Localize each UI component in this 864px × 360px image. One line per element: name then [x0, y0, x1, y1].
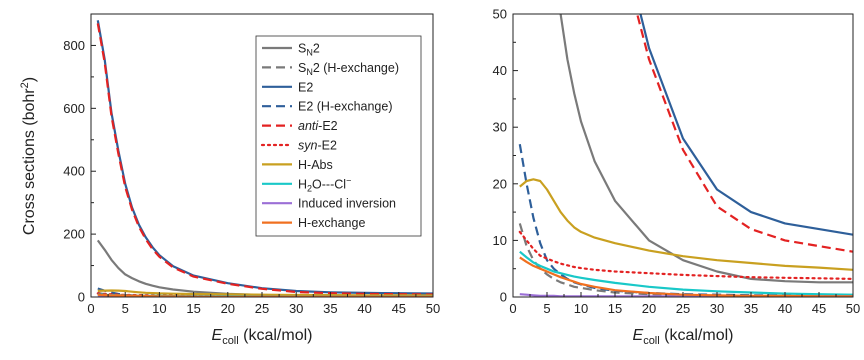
right-x-tick-label: 15 — [608, 301, 622, 316]
right-y-tick-label: 40 — [493, 63, 507, 78]
legend-label-habs: H-Abs — [298, 158, 333, 172]
right-x-tick-label: 50 — [846, 301, 860, 316]
y-axis-label: Cross sections (bohr2) — [19, 77, 38, 235]
right-x-tick-label: 40 — [778, 301, 792, 316]
right-plot-frame — [512, 13, 854, 298]
left-x-tick-label: 15 — [186, 301, 200, 316]
right-series-e2_hex — [518, 144, 853, 297]
legend-label-e2: E2 — [298, 80, 313, 94]
left-y-tick-label: 800 — [63, 38, 85, 53]
left-y-tick-label: 0 — [78, 290, 85, 305]
right-x-tick-label: 35 — [744, 301, 758, 316]
right-series-sn2 — [559, 14, 853, 284]
right-series-group — [518, 14, 853, 297]
left-x-tick-label: 20 — [221, 301, 235, 316]
right-x-tick-label: 10 — [574, 301, 588, 316]
right-series-habs — [519, 178, 853, 271]
left-x-tick-label: 30 — [289, 301, 303, 316]
legend: SN2 SN2 (H-exchange) E2 E2 (H-exchange) anti… — [255, 35, 422, 237]
left-x-tick-label: 5 — [122, 301, 129, 316]
left-x-tick-label: 45 — [392, 301, 406, 316]
legend-label-e2_hex: E2 (H-exchange) — [298, 100, 393, 114]
right-y-tick-label: 10 — [493, 233, 507, 248]
legend-label-anti: anti-E2 — [298, 119, 338, 133]
legend-label-syn: syn-E2 — [298, 139, 337, 153]
left-x-tick-label: 10 — [152, 301, 166, 316]
right-panel: 0 5 10 15 20 25 30 35 40 45 50 0 10 20 30 40 50 — [493, 7, 861, 317]
right-y-tick-label: 50 — [493, 7, 507, 22]
right-series-sn2_hex — [518, 223, 853, 297]
left-panel: 0 5 10 15 20 25 30 35 40 45 50 0 200 400 600 800 — [63, 13, 440, 316]
right-x-tick-label: 20 — [642, 301, 656, 316]
right-y-tick-label: 20 — [493, 176, 507, 191]
right-y-tick-label: 0 — [500, 290, 507, 305]
right-series-syn — [518, 230, 853, 280]
right-x-axis-label: Ecoll (kcal/mol) — [633, 327, 734, 347]
left-x-tick-label: 40 — [357, 301, 371, 316]
left-x-tick-label: 35 — [323, 301, 337, 316]
right-x-tick-label: 45 — [812, 301, 826, 316]
left-x-tick-label: 50 — [426, 301, 440, 316]
left-y-tick-label: 200 — [63, 227, 85, 242]
left-x-tick-label: 0 — [87, 301, 94, 316]
left-x-tick-label: 25 — [255, 301, 269, 316]
right-series-anti — [636, 14, 853, 253]
legend-label-hex: H-exchange — [298, 216, 365, 230]
right-y-tick-label: 30 — [493, 120, 507, 135]
right-x-tick-label: 5 — [543, 301, 550, 316]
left-y-tick-label: 600 — [63, 101, 85, 116]
right-series-e2 — [639, 14, 853, 236]
left-x-axis-label: Ecoll (kcal/mol) — [212, 327, 313, 347]
legend-label-h2o: H2O---Cl− — [298, 175, 351, 193]
right-x-tick-label: 30 — [710, 301, 724, 316]
legend-label-inv: Induced inversion — [298, 197, 396, 211]
axis-labels: Ecoll (kcal/mol) Ecoll (kcal/mol) Cross se… — [19, 77, 733, 347]
legend-label-sn2_hex: SN2 (H-exchange) — [298, 61, 399, 77]
right-x-tick-label: 25 — [676, 301, 690, 316]
left-y-tick-label: 400 — [63, 164, 85, 179]
right-x-tick-label: 0 — [509, 301, 516, 316]
right-series-h2o — [519, 250, 853, 296]
legend-label-sn2: SN2 — [298, 42, 320, 58]
